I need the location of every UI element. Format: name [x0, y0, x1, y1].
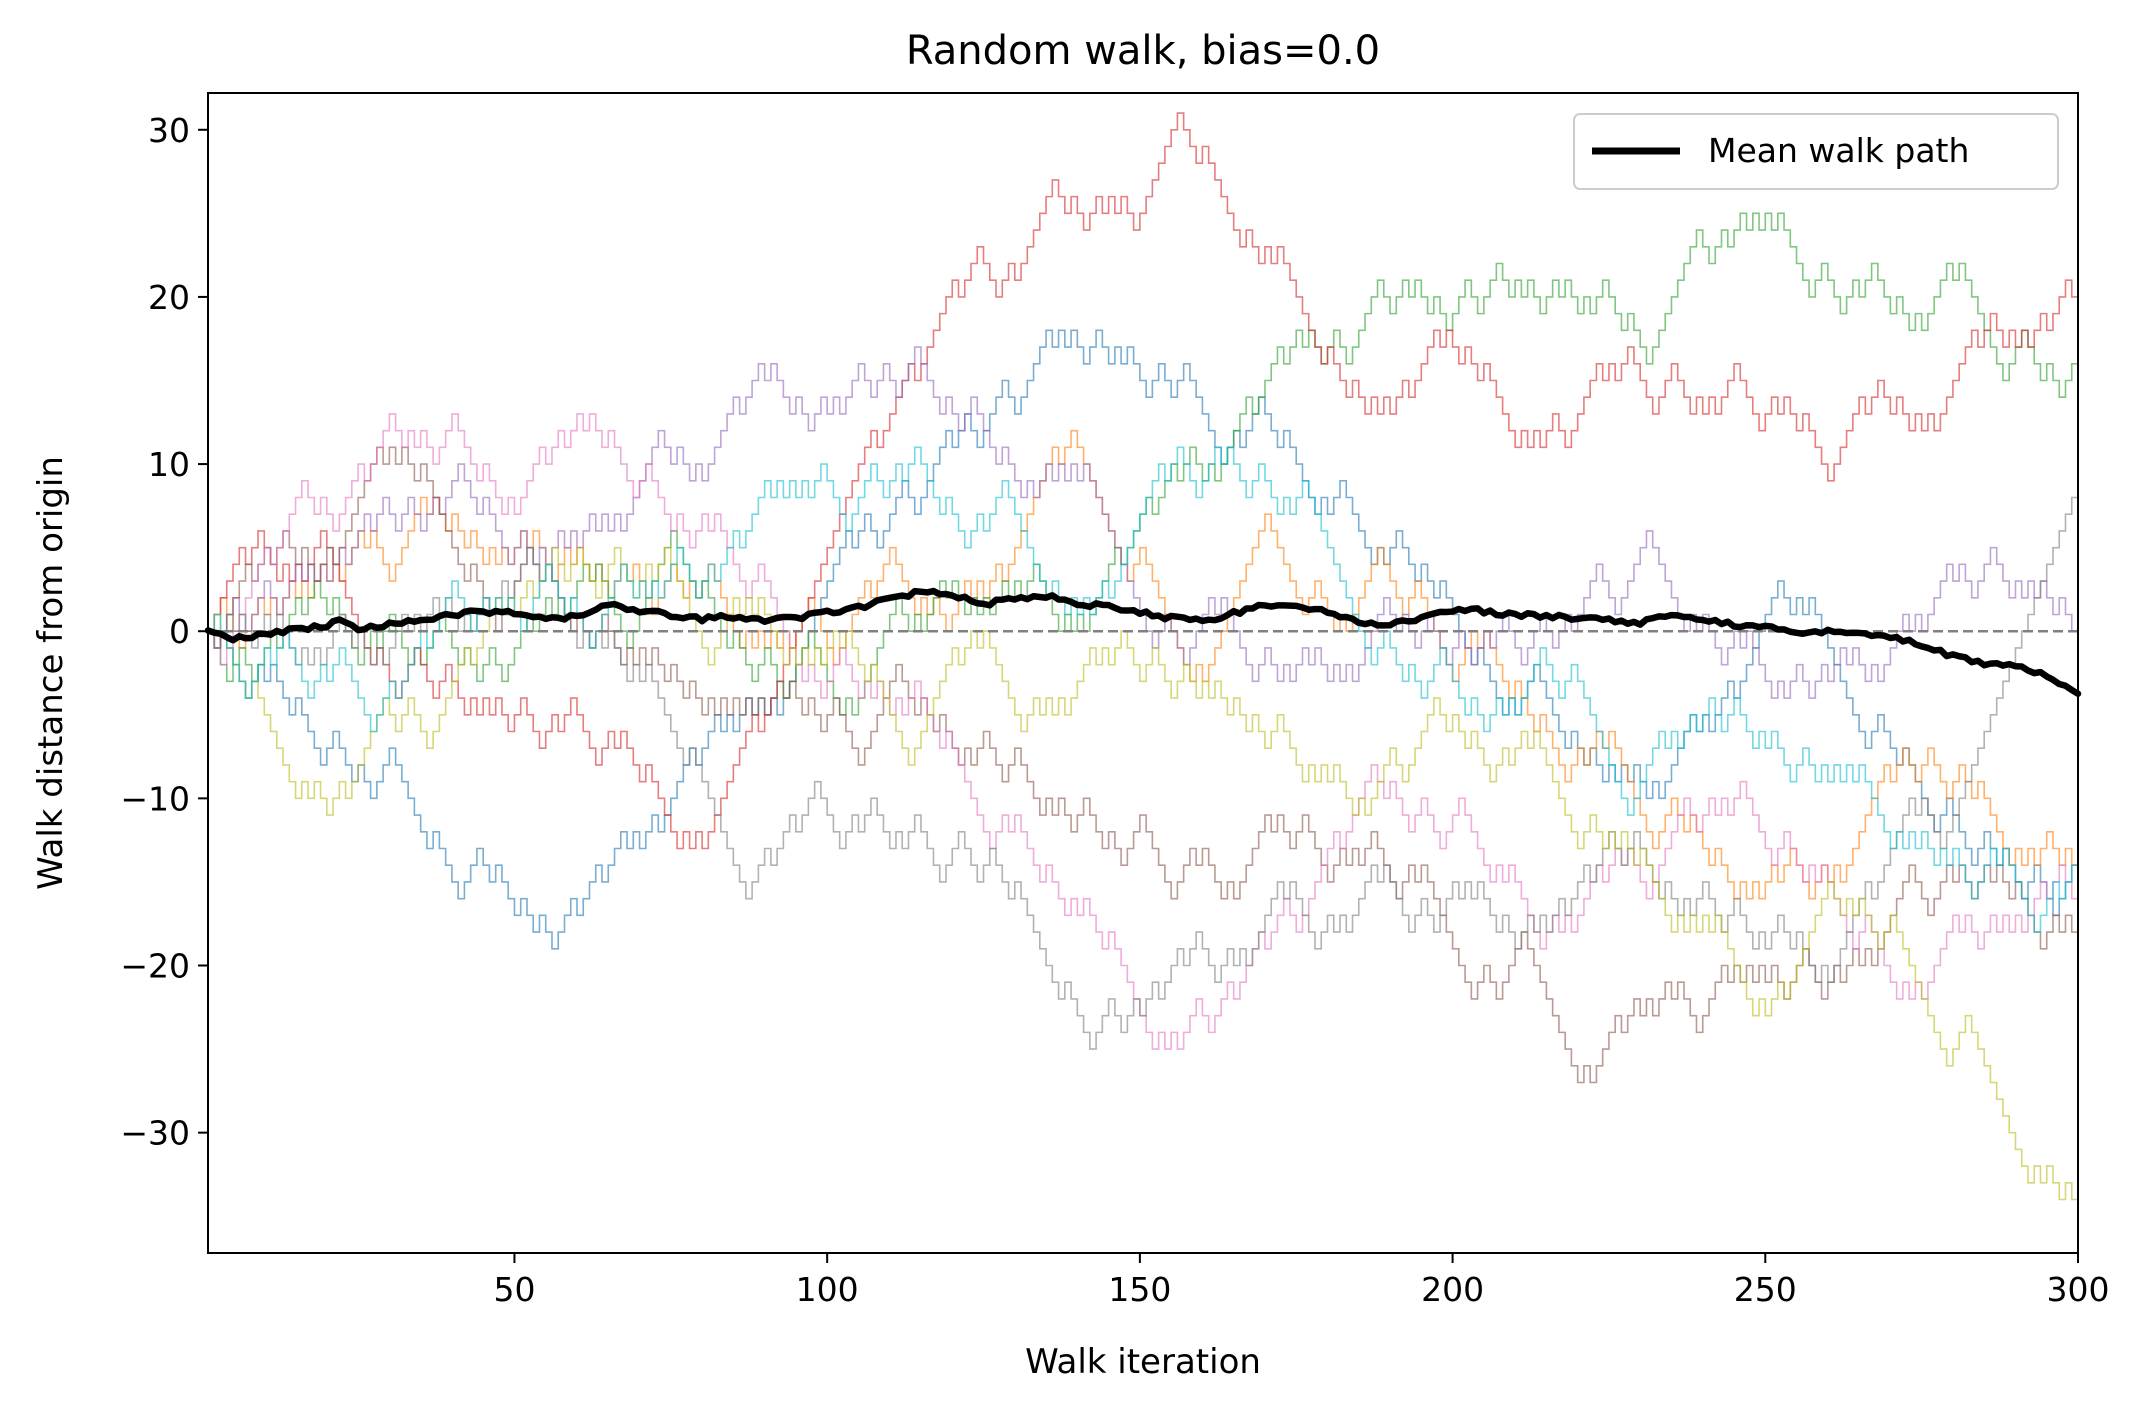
- x-tick-label: 300: [2047, 1270, 2110, 1309]
- x-tick-label: 200: [1421, 1270, 1484, 1309]
- legend-box: [1573, 113, 2059, 190]
- y-tick-label: −10: [120, 779, 190, 818]
- x-tick-label: 250: [1734, 1270, 1797, 1309]
- legend: Mean walk path: [1573, 113, 2059, 190]
- x-tick-label: 100: [796, 1270, 859, 1309]
- y-tick-label: 0: [169, 612, 190, 651]
- y-tick-label: −30: [120, 1114, 190, 1153]
- y-tick-label: 30: [148, 111, 190, 150]
- walk-line-4: [208, 112, 2079, 850]
- walk-line-1: [208, 329, 2079, 950]
- mean-walk-layer: [204, 587, 2082, 697]
- chart-title: Random walk, bias=0.0: [906, 28, 1380, 74]
- walk-line-9: [208, 546, 2079, 1217]
- mean-walk-path-line: [204, 587, 2082, 697]
- x-tick-label: 50: [493, 1270, 535, 1309]
- x-tick-label: 150: [1108, 1270, 1171, 1309]
- plot-area-frame: [207, 92, 2079, 1254]
- walk-line-8: [208, 480, 2079, 1050]
- x-axis-label: Walk iteration: [1025, 1342, 1261, 1382]
- y-axis-ticks: −30 −20 −10 0 10 20 30: [120, 111, 208, 1153]
- y-tick-label: −20: [120, 947, 190, 986]
- legend-mean-walk-label: Mean walk path: [1708, 131, 1969, 170]
- y-tick-label: 10: [148, 445, 190, 484]
- y-tick-label: 20: [148, 278, 190, 317]
- x-axis-ticks: 50 100 150 200 250 300: [493, 1253, 2110, 1309]
- walk-line-10: [208, 446, 2079, 933]
- y-axis-label: Walk distance from origin: [31, 456, 71, 890]
